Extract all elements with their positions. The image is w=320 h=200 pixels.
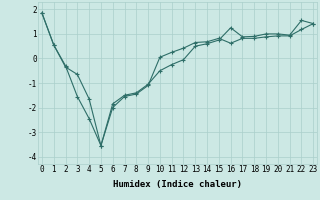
- X-axis label: Humidex (Indice chaleur): Humidex (Indice chaleur): [113, 180, 242, 189]
